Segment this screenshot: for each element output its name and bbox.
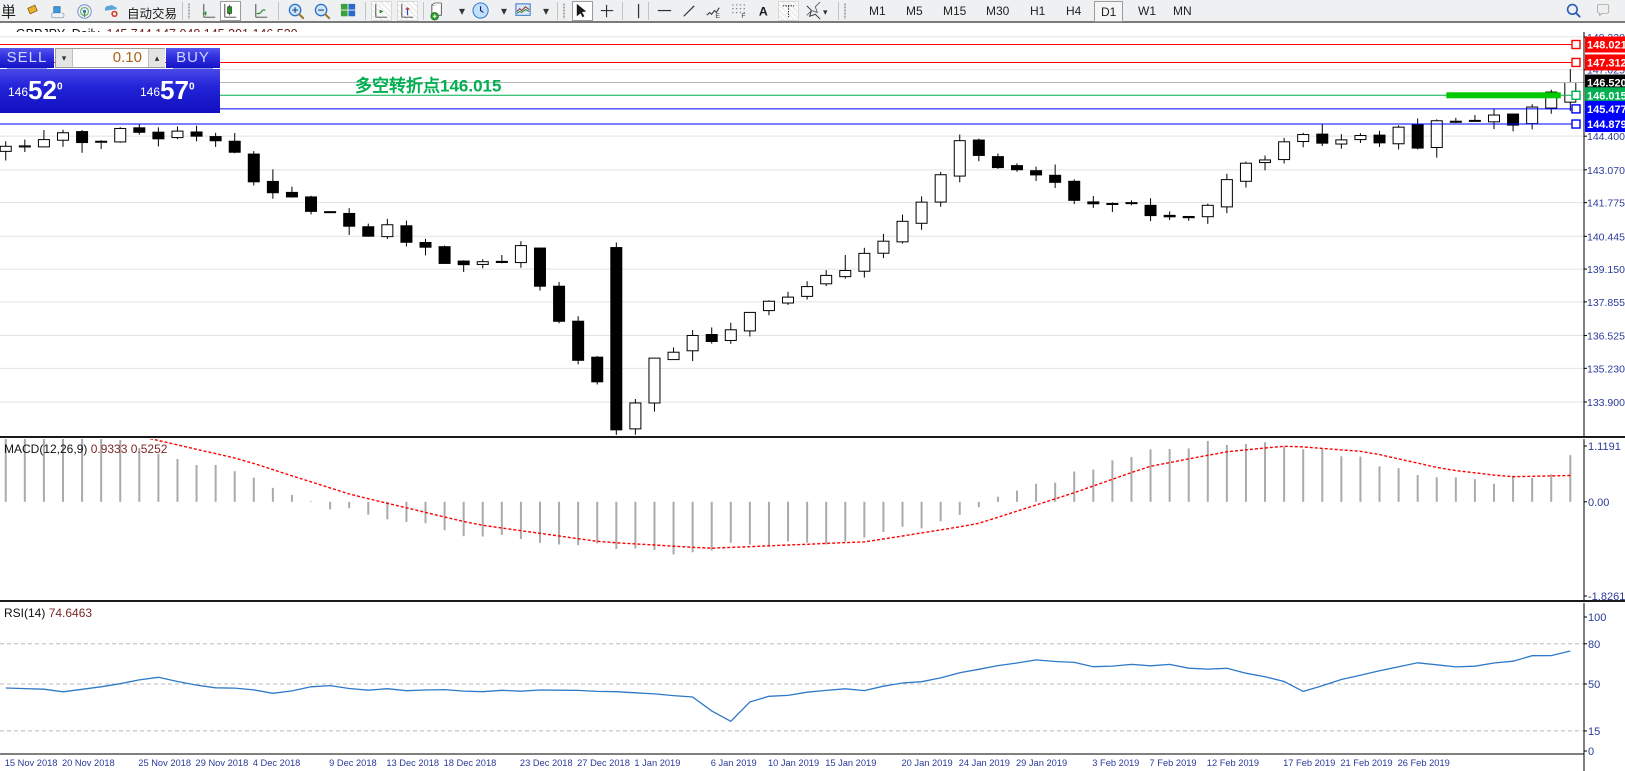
svg-text:15 Jan 2019: 15 Jan 2019 <box>825 758 876 768</box>
svg-text:単: 単 <box>1 4 16 21</box>
svg-text:100: 100 <box>1588 612 1606 624</box>
svg-text:146.015: 146.015 <box>1587 90 1625 102</box>
svg-text:4 Dec 2018: 4 Dec 2018 <box>253 758 301 768</box>
svg-text:7 Feb 2019: 7 Feb 2019 <box>1150 758 1197 768</box>
svg-text:29 Jan 2019: 29 Jan 2019 <box>1016 758 1067 768</box>
svg-text:F: F <box>741 13 745 20</box>
svg-text:143.070: 143.070 <box>1587 165 1625 177</box>
svg-text:133.900: 133.900 <box>1587 397 1625 409</box>
svg-text:20 Nov 2018: 20 Nov 2018 <box>62 758 115 768</box>
svg-text:27 Dec 2018: 27 Dec 2018 <box>577 758 630 768</box>
svg-text:15: 15 <box>1588 726 1600 738</box>
svg-text:50: 50 <box>1588 679 1600 691</box>
svg-text:E: E <box>715 13 720 20</box>
svg-text:144.400: 144.400 <box>1587 131 1625 143</box>
svg-text:12 Feb 2019: 12 Feb 2019 <box>1207 758 1259 768</box>
svg-text:140.445: 140.445 <box>1587 231 1625 243</box>
svg-text:141.775: 141.775 <box>1587 198 1625 210</box>
svg-text:多空转折点146.015: 多空转折点146.015 <box>355 75 501 95</box>
svg-text:20 Jan 2019: 20 Jan 2019 <box>902 758 953 768</box>
svg-text:21 Feb 2019: 21 Feb 2019 <box>1340 758 1392 768</box>
svg-text:148.021: 148.021 <box>1587 40 1625 52</box>
svg-text:13 Dec 2018: 13 Dec 2018 <box>386 758 439 768</box>
svg-text:6 Jan 2019: 6 Jan 2019 <box>711 758 757 768</box>
svg-text:1.1191: 1.1191 <box>1588 441 1621 453</box>
svg-text:0.00: 0.00 <box>1588 497 1609 509</box>
svg-text:9 Dec 2018: 9 Dec 2018 <box>329 758 377 768</box>
svg-text:3 Feb 2019: 3 Feb 2019 <box>1092 758 1139 768</box>
svg-text:24 Jan 2019: 24 Jan 2019 <box>959 758 1010 768</box>
svg-text:0: 0 <box>1588 746 1594 758</box>
svg-text:29 Nov 2018: 29 Nov 2018 <box>196 758 249 768</box>
svg-text:139.150: 139.150 <box>1587 264 1625 276</box>
svg-text:A: A <box>759 4 768 18</box>
svg-text:26 Feb 2019: 26 Feb 2019 <box>1398 758 1450 768</box>
svg-text:18 Dec 2018: 18 Dec 2018 <box>444 758 497 768</box>
svg-text:135.230: 135.230 <box>1587 363 1625 375</box>
svg-text:23 Dec 2018: 23 Dec 2018 <box>520 758 573 768</box>
svg-text:145.477: 145.477 <box>1587 104 1625 116</box>
svg-text:1 Jan 2019: 1 Jan 2019 <box>634 758 680 768</box>
svg-text:10 Jan 2019: 10 Jan 2019 <box>768 758 819 768</box>
svg-text:17 Feb 2019: 17 Feb 2019 <box>1283 758 1335 768</box>
svg-text:144.879: 144.879 <box>1587 119 1625 131</box>
svg-text:137.855: 137.855 <box>1587 297 1625 309</box>
svg-text:-1.8261: -1.8261 <box>1588 591 1625 602</box>
svg-text:80: 80 <box>1588 639 1600 651</box>
svg-text:15 Nov 2018: 15 Nov 2018 <box>5 758 58 768</box>
svg-text:147.312: 147.312 <box>1587 57 1625 69</box>
svg-text:25 Nov 2018: 25 Nov 2018 <box>138 758 191 768</box>
svg-text:136.525: 136.525 <box>1587 331 1625 343</box>
